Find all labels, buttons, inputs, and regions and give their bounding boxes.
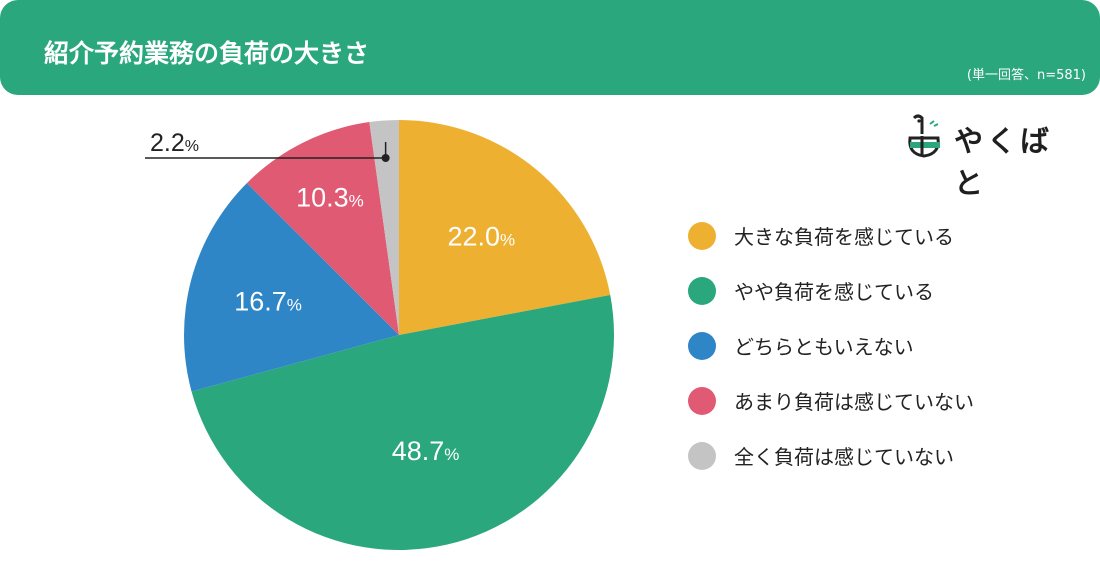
- pie-slice: [246, 122, 399, 335]
- slice-value-label: 22.0%: [447, 222, 515, 252]
- brand-name: やくばと: [954, 124, 1054, 200]
- pie-slice: [369, 120, 399, 335]
- pie-slice: [399, 120, 611, 335]
- legend-label: 全く負荷は感じていない: [734, 445, 954, 469]
- legend-swatch: [688, 441, 716, 470]
- legend: 大きな負荷を感じている やや負荷を感じている どちらともいえないあまり負荷は感じてい…: [688, 208, 1088, 483]
- legend-label: どちらともいえない: [734, 335, 914, 359]
- bird-logo-icon: [908, 114, 940, 158]
- callout-dot: [381, 154, 390, 162]
- slice-value-label: 10.3%: [296, 182, 364, 212]
- slice-value-label: 16.7%: [234, 286, 302, 316]
- legend-item: あまり負荷は感じていない: [688, 373, 1088, 428]
- legend-swatch: [688, 276, 716, 305]
- header-banner: 紹介予約業務の負荷の大きさ (単一回答、n=581): [0, 0, 1100, 95]
- legend-label: あまり負荷は感じていない: [734, 390, 974, 414]
- pie-slice: [184, 183, 399, 392]
- legend-label: 大きな負荷を感じている: [734, 225, 954, 249]
- slice-value-label: 2.2%: [150, 129, 199, 157]
- legend-item: やや負荷を感じている: [688, 263, 1088, 318]
- legend-item: どちらともいえない: [688, 318, 1088, 373]
- pie-slice: [191, 295, 614, 550]
- legend-swatch: [688, 386, 716, 415]
- legend-swatch: [688, 331, 716, 360]
- chart-title: 紹介予約業務の負荷の大きさ: [44, 39, 370, 68]
- sample-note: (単一回答、n=581): [966, 68, 1086, 83]
- slice-value-label: 48.7%: [392, 436, 460, 466]
- legend-item: 全く負荷は感じていない: [688, 428, 1088, 483]
- brand-logo: やくばと: [904, 112, 1084, 200]
- legend-item: 大きな負荷を感じている: [688, 208, 1088, 263]
- legend-swatch: [688, 221, 716, 250]
- legend-label: やや負荷を感じている: [734, 280, 934, 304]
